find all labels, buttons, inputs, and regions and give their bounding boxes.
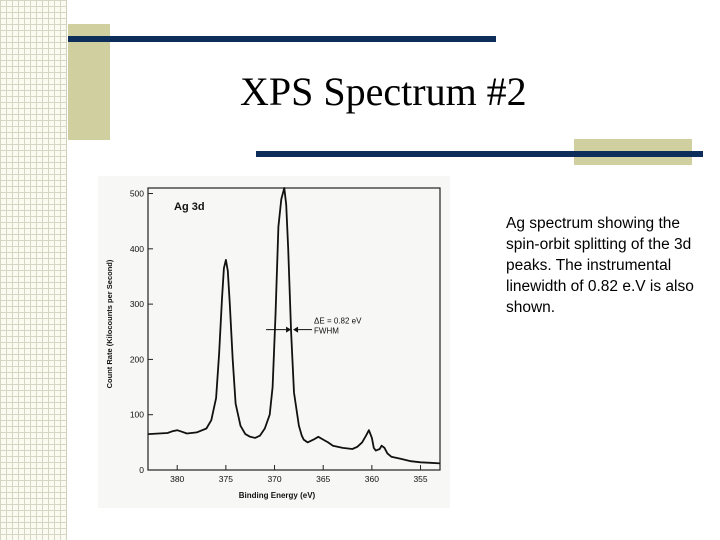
y-tick-label: 400 <box>130 244 144 254</box>
slide-title: XPS Spectrum #2 <box>240 69 527 114</box>
xps-figure: Count Rate (Kilocounts per Second) Bindi… <box>98 176 450 508</box>
spectrum-line <box>147 187 441 465</box>
fwhm-arrowhead-right <box>293 326 299 333</box>
y-tick-label: 0 <box>139 465 144 475</box>
grid-pattern-strip <box>0 0 67 540</box>
fwhm-annotation-text: ΔE = 0.82 eV <box>314 317 362 326</box>
title-accent-block <box>68 24 110 140</box>
y-tick-label: 200 <box>130 354 144 364</box>
panel-label: Ag 3d <box>174 201 205 213</box>
fwhm-arrowhead-left <box>286 326 292 333</box>
fwhm-annotation-text: FWHM <box>314 327 339 336</box>
x-tick-label: 380 <box>170 474 184 484</box>
y-axis-label: Count Rate (Kilocounts per Second) <box>105 259 114 388</box>
slide-caption: Ag spectrum showing the spin-orbit split… <box>506 215 694 316</box>
x-tick-label: 360 <box>365 474 379 484</box>
x-tick-label: 375 <box>219 474 233 484</box>
y-tick-label: 500 <box>130 189 144 199</box>
middle-accent-bar <box>256 151 703 157</box>
top-accent-bar <box>68 36 496 42</box>
y-tick-label: 100 <box>130 410 144 420</box>
y-tick-label: 300 <box>130 299 144 309</box>
x-tick-label: 355 <box>413 474 427 484</box>
x-axis-label: Binding Energy (eV) <box>239 491 316 500</box>
xps-chart: Count Rate (Kilocounts per Second) Bindi… <box>105 187 441 500</box>
x-tick-label: 365 <box>316 474 330 484</box>
x-tick-label: 370 <box>267 474 281 484</box>
plot-frame <box>147 187 441 471</box>
